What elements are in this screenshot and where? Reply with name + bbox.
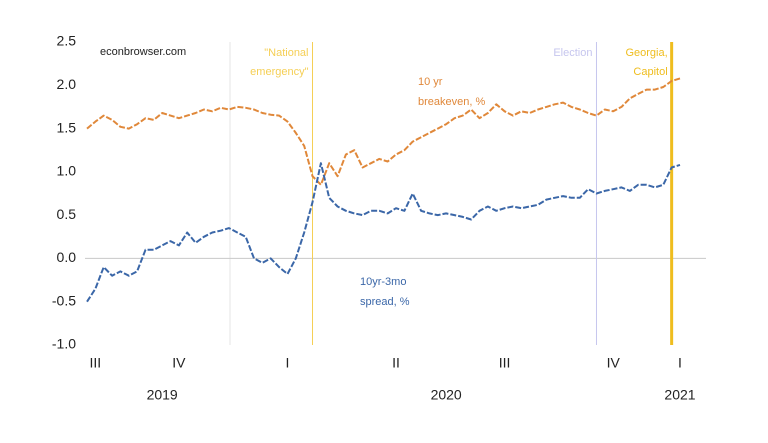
series-label: 10yr-3mo bbox=[360, 276, 406, 288]
y-tick-label: 1.5 bbox=[57, 119, 77, 135]
x-tick-label: II bbox=[392, 355, 400, 371]
event-label: Capitol bbox=[633, 66, 667, 78]
y-tick-label: 0.5 bbox=[57, 206, 77, 222]
y-tick-label: -0.5 bbox=[52, 292, 76, 308]
series-line bbox=[86, 77, 681, 186]
event-label: Georgia, bbox=[625, 47, 667, 59]
event-label: emergency" bbox=[250, 66, 308, 78]
x-tick-label: IV bbox=[607, 355, 621, 371]
x-tick-label: III bbox=[499, 355, 511, 371]
x-group-label: 2021 bbox=[664, 387, 695, 403]
event-label: Election bbox=[553, 47, 592, 59]
source-label: econbrowser.com bbox=[100, 46, 186, 58]
x-tick-label: I bbox=[286, 355, 290, 371]
series-label: 10 yr bbox=[418, 76, 443, 88]
series-label: breakeven, % bbox=[418, 96, 485, 108]
y-tick-label: 0.0 bbox=[57, 249, 77, 265]
y-tick-label: 2.0 bbox=[57, 76, 77, 92]
x-tick-label: III bbox=[90, 355, 102, 371]
x-tick-label: I bbox=[678, 355, 682, 371]
y-tick-label: 1.0 bbox=[57, 163, 77, 179]
x-tick-label: IV bbox=[172, 355, 186, 371]
series-line bbox=[86, 162, 681, 303]
series-label: spread, % bbox=[360, 296, 410, 308]
x-group-label: 2019 bbox=[147, 387, 178, 403]
y-tick-label: 2.5 bbox=[57, 33, 77, 49]
y-tick-label: -1.0 bbox=[52, 336, 76, 352]
x-group-label: 2020 bbox=[431, 387, 462, 403]
event-label: "National bbox=[264, 47, 308, 59]
